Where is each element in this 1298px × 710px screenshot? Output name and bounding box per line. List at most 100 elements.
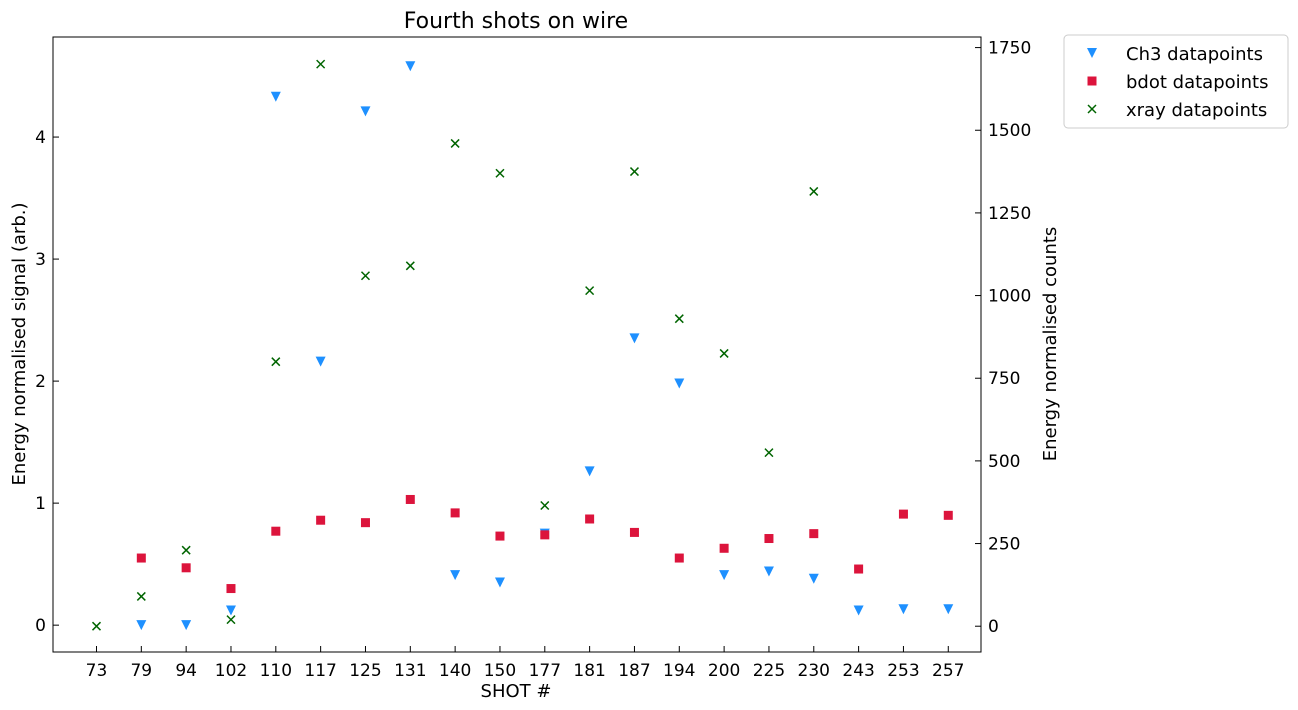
- xray-point: [136, 591, 146, 601]
- x-tick-label: 194: [663, 661, 695, 681]
- y-right-tick-label: 500: [988, 452, 1020, 472]
- x-tick-label: 230: [798, 661, 830, 681]
- x-tick-label: 257: [932, 661, 964, 681]
- bdot-point: [943, 510, 953, 520]
- y-axis-right: 0 250 500 750 1000 1250 1500 1750: [975, 39, 1031, 637]
- y-left-tick-label: 4: [35, 128, 46, 148]
- legend-ch3-marker: [1087, 48, 1097, 58]
- x-tick-label: 225: [753, 661, 785, 681]
- xray-point: [585, 286, 595, 296]
- legend-bdot-marker: [1087, 76, 1097, 86]
- bdot-point: [898, 509, 908, 519]
- bdot-point: [719, 543, 729, 553]
- ch3-point: [629, 333, 640, 344]
- bdot-point: [540, 530, 550, 540]
- legend-box: [1063, 34, 1289, 129]
- ch3-point: [808, 573, 819, 584]
- x-tick-label: 181: [573, 661, 605, 681]
- ch3-point: [136, 620, 147, 631]
- x-tick-label: 140: [439, 661, 471, 681]
- ch3-point: [360, 106, 371, 117]
- y-left-tick-label: 2: [35, 372, 46, 392]
- xray-point: [495, 168, 505, 178]
- xray-point: [674, 314, 684, 324]
- ch3-point: [853, 605, 864, 616]
- bdot-point: [764, 534, 774, 544]
- y-right-tick-label: 1750: [988, 39, 1031, 59]
- bdot-point: [674, 553, 684, 563]
- bdot-point: [854, 564, 864, 574]
- x-tick-label: 131: [394, 661, 426, 681]
- x-tick-label: 102: [215, 661, 247, 681]
- xray-point: [226, 615, 236, 625]
- ch3-point: [181, 620, 192, 631]
- ch3-point: [225, 605, 236, 616]
- xray-point: [809, 186, 819, 196]
- x-tick-label: 125: [349, 661, 381, 681]
- chart-title: Fourth shots on wire: [404, 9, 628, 34]
- legend: Ch3 datapoints bdot datapoints xray datapo…: [1063, 34, 1289, 129]
- xray-point: [271, 357, 281, 367]
- x-tick-label: 110: [260, 661, 292, 681]
- x-tick-label: 187: [618, 661, 650, 681]
- x-tick-label: 117: [304, 661, 336, 681]
- xray-point: [540, 500, 550, 511]
- xray-point: [405, 261, 415, 271]
- ch3-point: [763, 566, 774, 577]
- ch3-point: [943, 604, 954, 615]
- xray-point: [764, 448, 774, 458]
- legend-xray-label: xray datapoints: [1126, 100, 1267, 121]
- y-right-tick-label: 0: [988, 617, 999, 637]
- x-tick-label: 177: [529, 661, 561, 681]
- x-tick-label: 94: [175, 661, 197, 681]
- xray-point: [316, 59, 326, 69]
- y-axis-left: 0 1 2 3 4: [35, 128, 59, 636]
- data-marks: [91, 59, 954, 631]
- y-right-tick-label: 250: [988, 535, 1020, 555]
- xray-point: [450, 138, 460, 148]
- bdot-point: [136, 553, 146, 563]
- bdot-point: [271, 526, 281, 536]
- xray-point: [629, 167, 639, 177]
- x-tick-label: 79: [130, 661, 152, 681]
- bdot-point: [360, 518, 370, 528]
- legend-ch3-label: Ch3 datapoints: [1126, 44, 1263, 65]
- y-right-tick-label: 1250: [988, 204, 1031, 224]
- bdot-point: [181, 563, 191, 573]
- x-tick-label: 73: [86, 661, 108, 681]
- legend-xray-marker: [1087, 104, 1097, 114]
- xray-point: [360, 271, 371, 281]
- y-left-tick-label: 0: [35, 616, 46, 636]
- bdot-point: [450, 508, 460, 518]
- x-axis-label: SHOT #: [481, 681, 552, 702]
- x-axis: 73 79 94 102 110 117 125 131 140 150 177 181 187 194 2…: [86, 646, 965, 681]
- y-left-tick-label: 1: [35, 494, 46, 514]
- bdot-point: [809, 529, 819, 539]
- x-tick-label: 253: [887, 661, 919, 681]
- xray-point: [91, 621, 102, 631]
- ch3-point: [315, 356, 326, 367]
- y-right-tick-label: 1500: [988, 121, 1031, 141]
- bdot-point: [405, 494, 415, 504]
- x-tick-label: 243: [842, 661, 874, 681]
- plot-frame: [52, 36, 982, 653]
- ch3-point: [270, 91, 281, 102]
- xray-point: [181, 545, 191, 555]
- xray-point: [719, 348, 729, 358]
- y-right-tick-label: 1000: [988, 287, 1031, 307]
- ch3-point: [719, 570, 730, 581]
- y-axis-right-label: Energy normalised counts: [1040, 227, 1061, 462]
- bdot-point: [495, 531, 505, 541]
- ch3-point: [674, 378, 685, 389]
- y-left-tick-label: 3: [35, 250, 46, 270]
- x-tick-label: 200: [708, 661, 740, 681]
- y-right-tick-label: 750: [988, 369, 1020, 389]
- ch3-point: [405, 61, 416, 72]
- ch3-point: [584, 466, 595, 477]
- bdot-point: [585, 514, 595, 524]
- ch3-point: [898, 604, 909, 615]
- x-tick-label: 150: [484, 661, 516, 681]
- bdot-point: [316, 515, 326, 525]
- ch3-point: [494, 577, 505, 588]
- ch3-point: [450, 570, 461, 581]
